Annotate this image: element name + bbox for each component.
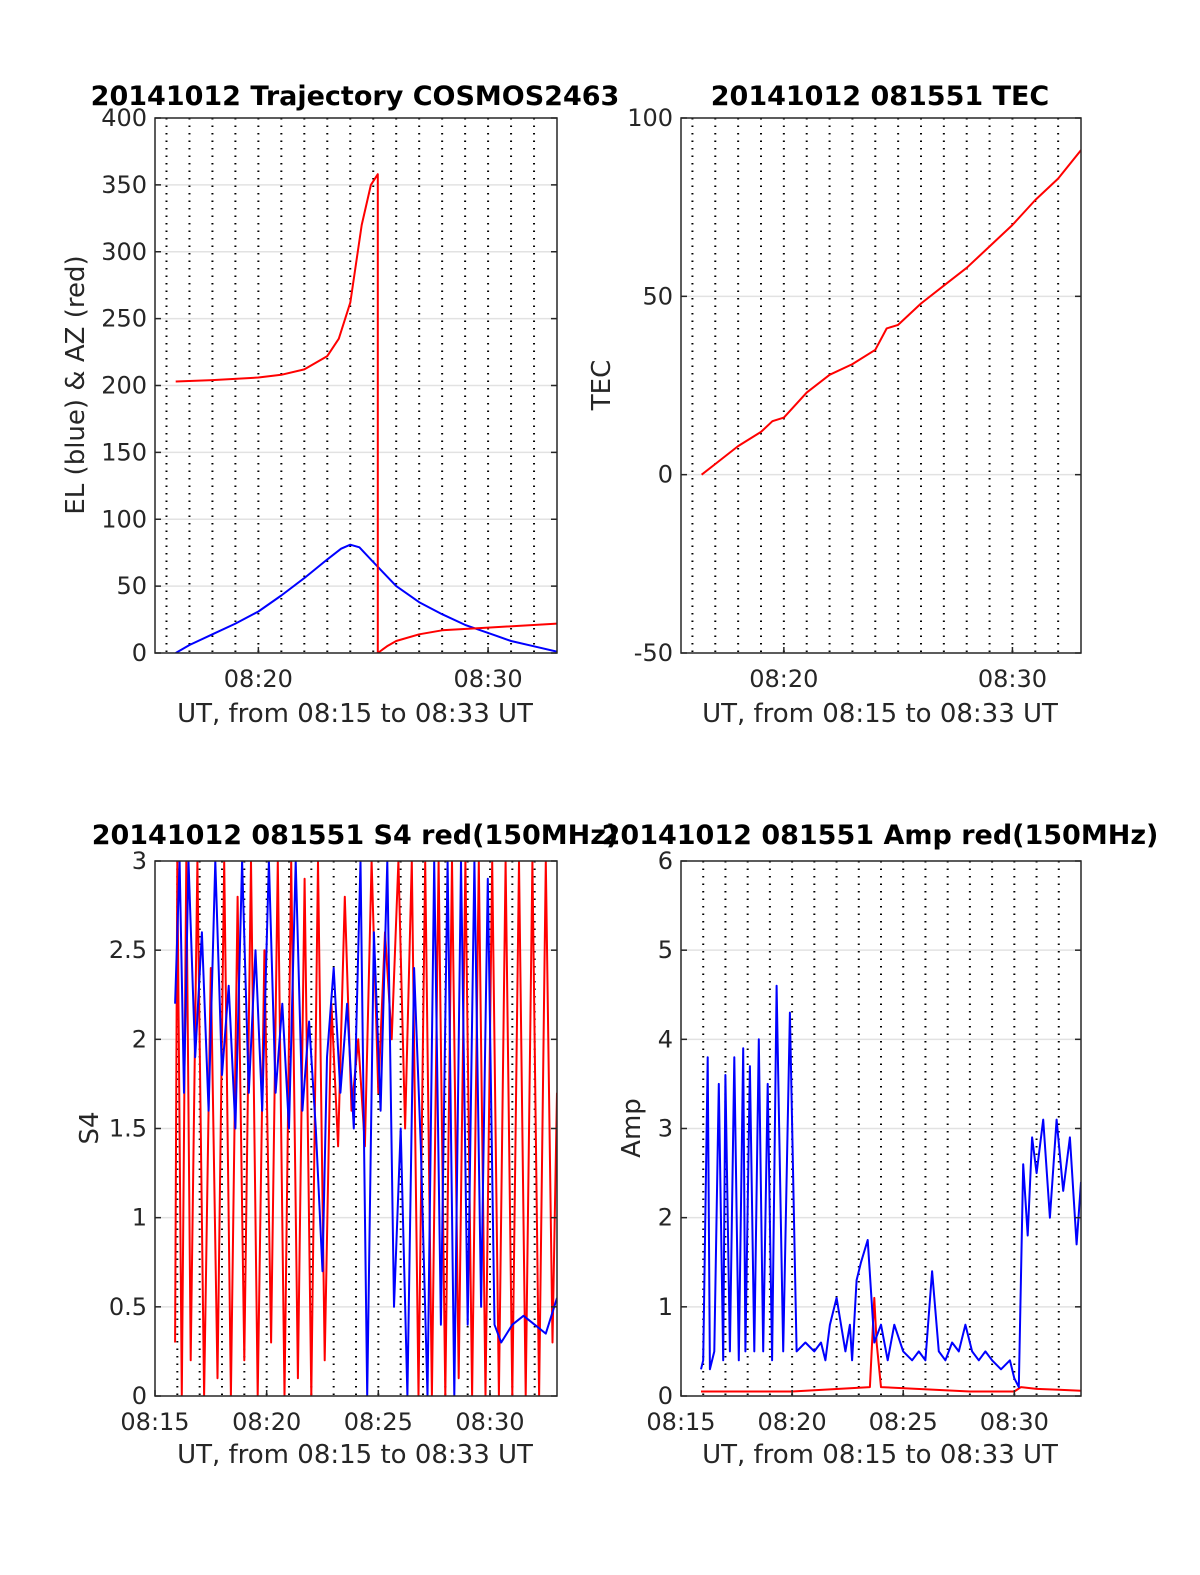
tec-panel: 20141012 081551 TEC UT, from 08:15 to 08… — [587, 81, 1082, 729]
s4-ytick-label-3: 1.5 — [109, 1115, 147, 1143]
tec-ylabel: TEC — [587, 360, 617, 411]
s4-xtick-label-2: 08:25 — [344, 1408, 413, 1436]
trajectory-panel: 20141012 Trajectory COSMOS2463 UT, from … — [61, 81, 619, 729]
tec-plot-area — [681, 118, 1081, 653]
amp-xtick-label-1: 08:20 — [758, 1408, 827, 1436]
s4-xlabel: UT, from 08:15 to 08:33 UT — [177, 1440, 533, 1470]
trajectory-series-1 — [175, 543, 557, 653]
amp-xtick-label-2: 08:25 — [869, 1408, 938, 1436]
amp-ytick-label-3: 3 — [658, 1115, 673, 1143]
tec-ytick-label-1: 0 — [658, 461, 673, 489]
amp-xtick-label-3: 08:30 — [980, 1408, 1049, 1436]
trajectory-xlabel: UT, from 08:15 to 08:33 UT — [177, 699, 533, 729]
trajectory-ytick-label-1: 50 — [116, 572, 147, 600]
s4-ytick-label-2: 1 — [132, 1204, 147, 1232]
tec-frame — [680, 117, 1082, 654]
s4-ytick-label-4: 2 — [132, 1025, 147, 1053]
amp-ytick-label-0: 0 — [658, 1382, 673, 1410]
trajectory-xtick-label-1: 08:30 — [453, 665, 522, 693]
s4-ytick-label-0: 0 — [132, 1382, 147, 1410]
amp-ytick-label-5: 5 — [658, 936, 673, 964]
s4-panel: 20141012 081551 S4 red(150MHz) UT, from … — [75, 820, 618, 1470]
trajectory-series-2 — [175, 173, 557, 653]
trajectory-xtick-label-0: 08:20 — [224, 665, 293, 693]
tec-xtick-label-1: 08:30 — [978, 665, 1047, 693]
tec-ytick-label-2: 50 — [642, 282, 673, 310]
amp-xtick-label-0: 08:15 — [646, 1408, 715, 1436]
s4-ylabel: S4 — [75, 1111, 105, 1144]
tec-series-1 — [700, 149, 1081, 476]
s4-title: 20141012 081551 S4 red(150MHz) — [92, 820, 619, 851]
trajectory-ytick-label-7: 350 — [101, 171, 147, 199]
trajectory-ylabel: EL (blue) & AZ (red) — [61, 255, 91, 514]
amp-title: 20141012 081551 Amp red(150MHz) — [602, 820, 1159, 851]
tec-xtick-label-0: 08:20 — [749, 665, 818, 693]
s4-xtick-label-1: 08:20 — [232, 1408, 301, 1436]
trajectory-ytick-label-0: 0 — [132, 639, 147, 667]
tec-ytick-label-3: 100 — [627, 104, 673, 132]
trajectory-ytick-label-2: 100 — [101, 505, 147, 533]
s4-ytick-label-1: 0.5 — [109, 1293, 147, 1321]
amp-ylabel: Amp — [617, 1098, 647, 1158]
amp-ytick-label-1: 1 — [658, 1293, 673, 1321]
amp-xlabel: UT, from 08:15 to 08:33 UT — [702, 1440, 1058, 1470]
amp-ytick-label-4: 4 — [658, 1025, 673, 1053]
tec-xlabel: UT, from 08:15 to 08:33 UT — [702, 699, 1058, 729]
amp-ytick-label-6: 6 — [658, 847, 673, 875]
tec-title: 20141012 081551 TEC — [711, 81, 1050, 112]
s4-xtick-label-0: 08:15 — [120, 1408, 189, 1436]
trajectory-ytick-label-6: 300 — [101, 238, 147, 266]
amp-ytick-label-2: 2 — [658, 1204, 673, 1232]
tec-ytick-label-0: -50 — [634, 639, 673, 667]
trajectory-ytick-label-4: 200 — [101, 372, 147, 400]
trajectory-title: 20141012 Trajectory COSMOS2463 — [91, 81, 620, 112]
s4-series-2 — [174, 861, 557, 1396]
s4-xtick-label-3: 08:30 — [455, 1408, 524, 1436]
trajectory-ytick-label-5: 250 — [101, 305, 147, 333]
trajectory-ytick-label-8: 400 — [101, 104, 147, 132]
s4-series-1 — [174, 861, 557, 1396]
s4-ytick-label-5: 2.5 — [109, 936, 147, 964]
amp-series-1 — [701, 1296, 1081, 1393]
amp-panel: 20141012 081551 Amp red(150MHz) UT, from… — [602, 820, 1159, 1470]
amp-series-2 — [700, 984, 1081, 1389]
trajectory-ytick-label-3: 150 — [101, 438, 147, 466]
s4-ytick-label-6: 3 — [132, 847, 147, 875]
